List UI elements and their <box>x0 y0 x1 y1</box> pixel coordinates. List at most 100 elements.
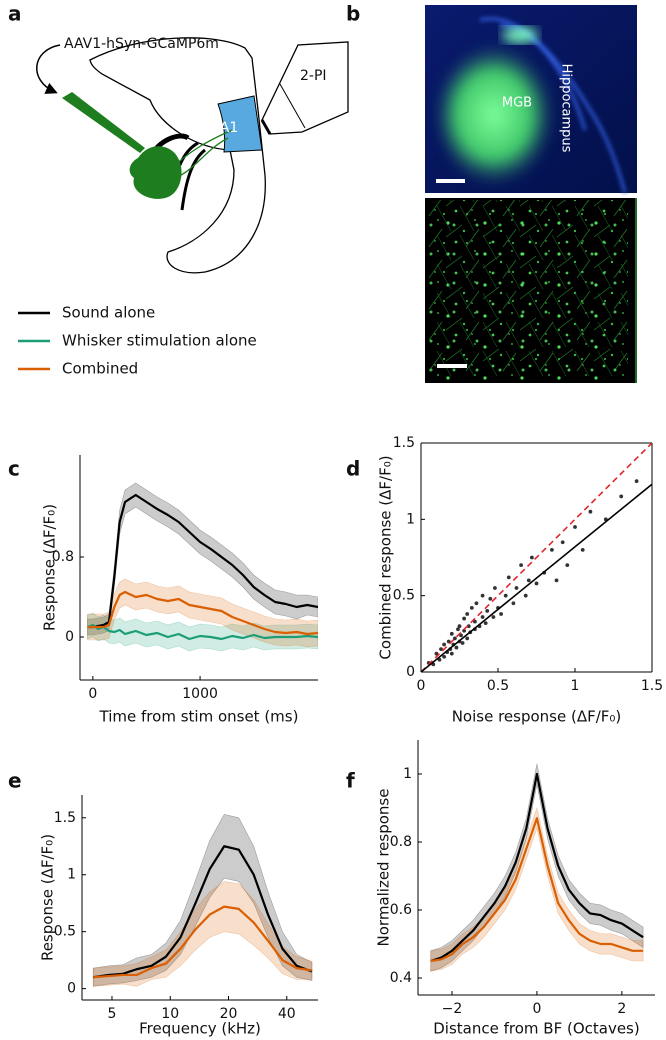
y-axis-label: Response (ΔF/F₀) <box>39 834 57 961</box>
x-tick-label: 10 <box>161 1006 179 1022</box>
error-band <box>92 814 313 987</box>
syringe <box>62 92 145 153</box>
landmark-label: Hippocampus <box>559 64 574 153</box>
scatter-point <box>460 641 465 645</box>
injection-arrow <box>36 44 61 94</box>
scatter-point <box>514 586 519 590</box>
series-line <box>87 493 318 629</box>
chart: −2 0 2 0.4 0.6 0.8 1 Distance from BF (Octaves)… <box>375 740 655 1038</box>
scatter-point <box>480 615 485 619</box>
scatter-point <box>457 624 462 629</box>
scatter-point <box>573 525 577 529</box>
x-axis-label: Distance from BF (Octaves) <box>433 1020 639 1038</box>
x-tick-label: 1000 <box>182 686 218 702</box>
plot-area <box>430 763 644 972</box>
scatter-point <box>534 581 539 586</box>
x-tick-label: 1 <box>571 678 580 694</box>
axons <box>149 129 233 181</box>
panel-label: a <box>8 2 22 26</box>
scatter-point <box>529 555 534 560</box>
legend-label: Sound alone <box>62 304 155 322</box>
y-tick-label: 0.5 <box>54 924 76 940</box>
error-band <box>87 482 318 636</box>
scatter-point <box>493 586 497 590</box>
scatter-point <box>580 547 585 552</box>
scatter-point <box>434 651 439 656</box>
x-tick-label: 0.5 <box>487 678 509 694</box>
scatter-point <box>483 621 488 626</box>
objective <box>261 41 349 135</box>
mgb-region <box>129 146 182 199</box>
panel-label: d <box>346 457 360 481</box>
scatter-point <box>442 642 446 647</box>
scatter-point <box>437 657 442 662</box>
chart: 5 10 20 40 0 0.5 1 1.5 Frequency (kHz) Response (… <box>39 795 318 1038</box>
error-band <box>87 612 318 652</box>
scatter-point <box>511 601 516 606</box>
error-band <box>92 881 313 987</box>
reference-line <box>421 483 652 672</box>
y-tick-label: 1.5 <box>54 810 76 826</box>
x-axis-label: Time from stim onset (ms) <box>99 708 299 726</box>
error-band <box>430 806 644 972</box>
y-tick-label: 1.5 <box>393 435 415 451</box>
series-line <box>430 817 644 963</box>
scatter-point <box>526 578 531 583</box>
scatter-point <box>565 563 570 568</box>
series-line <box>93 905 313 979</box>
plot-area <box>421 443 652 672</box>
scatter-point <box>449 631 454 636</box>
scatter-point <box>449 651 454 656</box>
legend-label: Whisker stimulation alone <box>62 332 257 350</box>
y-tick-label: 0 <box>65 629 74 645</box>
y-tick-label: 0.5 <box>393 588 415 604</box>
neurons <box>428 200 628 380</box>
series-line <box>87 623 318 641</box>
nucleus-label: MGB <box>502 96 532 111</box>
a1-region <box>217 95 263 153</box>
scatter-point <box>456 627 460 632</box>
scatter-point <box>462 628 467 633</box>
reference-line <box>421 443 652 672</box>
brain-slice <box>89 37 266 274</box>
histology: MGB Hippocampus <box>425 5 637 383</box>
chart: 0 1000 0 0.8 Time from stim onset (ms) Respon… <box>41 455 318 726</box>
y-tick-label: 0 <box>406 664 415 680</box>
scatter-point <box>519 563 523 568</box>
plot-area <box>87 482 318 652</box>
scatter-point <box>480 593 485 598</box>
scatter-point <box>466 624 471 629</box>
scatter-point <box>439 647 443 651</box>
scatter-point <box>554 578 559 583</box>
objective-tip <box>260 119 272 135</box>
y-tick-label: 1 <box>67 867 76 883</box>
scatter-point <box>454 645 459 650</box>
virus-label: AAV1-hSyn-GCaMP6m <box>64 36 219 52</box>
series-line <box>87 590 318 636</box>
x-tick-label: 0 <box>88 686 97 702</box>
chart: 0 0.5 1 1.5 0 0.5 1 1.5 Noise response (ΔF/F₀) Co… <box>377 435 664 726</box>
scatter-point <box>459 633 463 638</box>
legend-label: Combined <box>62 360 138 378</box>
x-tick-label: 0 <box>417 678 426 694</box>
scatter-point <box>506 575 511 580</box>
scatter-point <box>474 601 479 606</box>
y-axis-label: Normalized response <box>375 789 393 947</box>
x-tick-label: 0 <box>532 1001 541 1017</box>
scatter-point <box>452 636 457 641</box>
y-tick-label: 0.4 <box>390 970 412 986</box>
scatter-point <box>550 547 554 552</box>
x-tick-label: 5 <box>108 1006 117 1022</box>
scatter-point <box>469 605 474 610</box>
scatter-point <box>619 494 624 499</box>
plot-area <box>92 814 313 987</box>
scatter-point <box>523 593 528 598</box>
objective-edge <box>279 83 306 129</box>
y-tick-label: 0.8 <box>390 834 412 850</box>
scatter-point <box>462 616 467 621</box>
y-axis-label: Combined response (ΔF/F₀) <box>377 455 395 659</box>
region-label: A1 <box>220 120 238 136</box>
x-axis-label: Frequency (kHz) <box>139 1020 261 1038</box>
microscope-label: 2-PI <box>300 68 327 84</box>
